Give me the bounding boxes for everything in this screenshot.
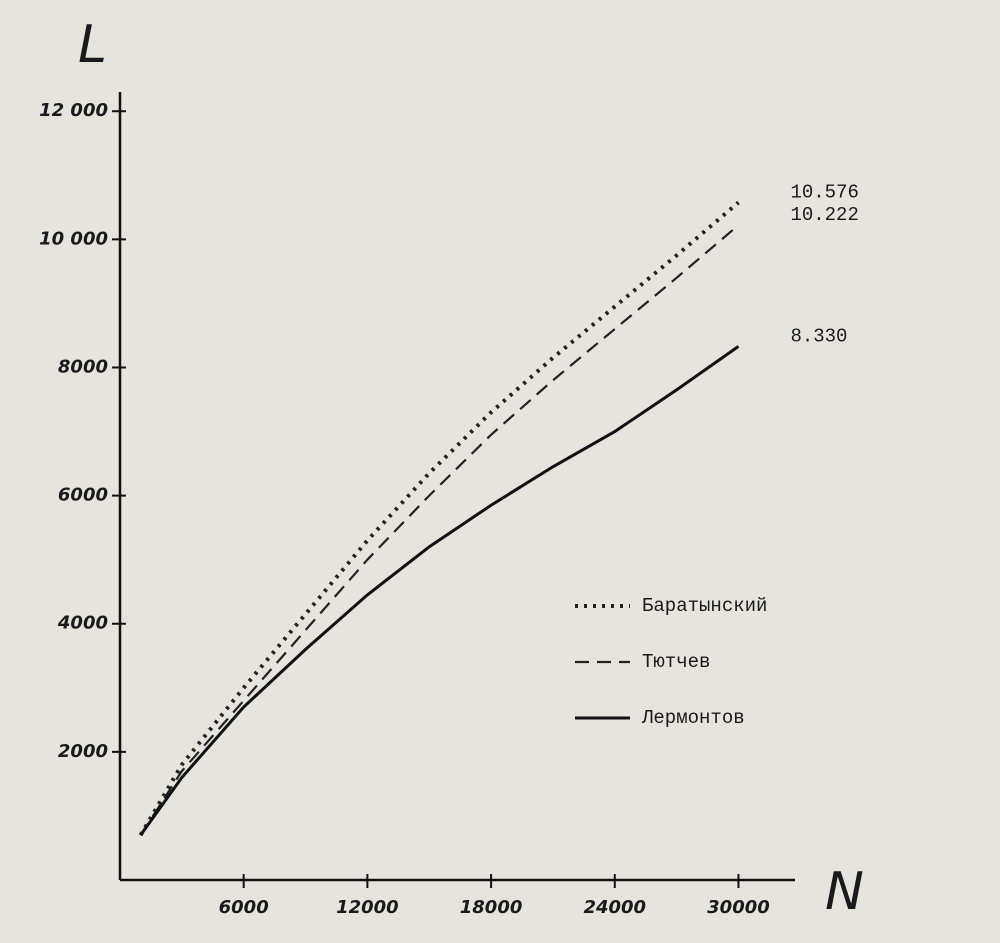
legend-label: Лермонтов [641,707,745,729]
value-label: 8.330 [790,325,847,347]
y-tick-label: 12 000 [39,100,108,121]
y-tick-label: 4000 [57,613,108,634]
x-tick-label: 18000 [460,897,523,918]
legend-label: Тютчев [642,651,710,673]
y-tick-label: 2000 [58,741,108,762]
value-label: 10.576 [790,181,858,203]
series-line [138,200,740,837]
x-tick-label: 6000 [219,897,269,918]
value-label: 10.222 [790,204,858,226]
x-tick-label: 30000 [707,897,770,918]
y-tick-label: 6000 [58,485,108,506]
series-line [139,345,740,837]
legend-label: Баратынский [642,595,767,617]
series-line [139,224,740,836]
y-axis-label: L [78,15,107,75]
x-axis-label: N [825,862,864,922]
x-tick-label: 12000 [336,897,399,918]
x-tick-label: 24000 [583,897,646,918]
y-tick-label: 10 000 [39,228,108,249]
y-tick-label: 8000 [58,356,108,377]
